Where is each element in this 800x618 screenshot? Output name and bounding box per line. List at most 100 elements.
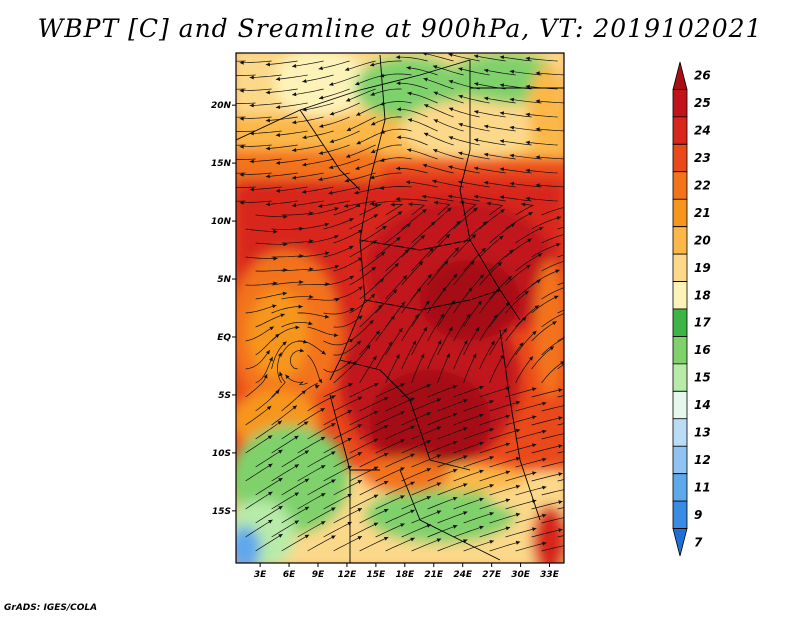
streamline: [473, 195, 506, 202]
streamline: [379, 157, 412, 162]
streamline: [249, 102, 282, 106]
lat-tick-label: 15N: [211, 159, 232, 169]
streamline-arrow: [595, 209, 599, 213]
streamline-arrow: [380, 251, 386, 256]
streamline: [541, 517, 564, 524]
streamline-arrow: [532, 330, 537, 336]
streamline-arrow: [432, 65, 438, 69]
streamline: [323, 360, 352, 373]
streamline-arrow: [356, 340, 361, 345]
streamline-arrow: [542, 457, 547, 462]
streamline-arrow: [509, 97, 515, 102]
streamline-arrow: [383, 453, 389, 457]
streamline-arrow: [448, 326, 453, 332]
streamline-arrow: [515, 428, 521, 433]
streamline-arrow: [585, 529, 589, 533]
streamline-arrow: [266, 405, 272, 410]
streamline: [385, 537, 415, 552]
streamline: [297, 223, 330, 230]
streamline: [557, 507, 564, 510]
streamline-arrow: [355, 166, 360, 170]
streamline-arrow: [278, 478, 283, 482]
streamline-arrow: [406, 223, 411, 228]
streamline: [515, 514, 547, 524]
streamline-arrow: [408, 202, 413, 207]
streamline: [479, 340, 495, 370]
streamline-arrow: [505, 526, 511, 531]
streamline-arrow: [558, 416, 563, 421]
streamline-arrow: [347, 410, 352, 414]
streamline: [277, 352, 282, 384]
streamline-arrow: [499, 195, 505, 200]
streamline: [307, 354, 323, 384]
streamline: [271, 520, 300, 538]
streamline-arrow: [344, 178, 350, 183]
streamline-arrow: [471, 234, 477, 239]
streamline-arrow: [324, 314, 330, 319]
streamline: [448, 53, 480, 62]
streamline-arrow: [552, 321, 557, 326]
streamline-arrow: [249, 159, 254, 164]
streamline-arrow: [414, 314, 419, 319]
streamline: [281, 296, 314, 300]
streamline-arrow: [474, 138, 479, 143]
streamline-arrow: [357, 396, 363, 401]
streamline-arrow: [329, 82, 334, 86]
streamline-arrow: [422, 194, 427, 199]
streamline: [239, 60, 272, 64]
streamline-arrow: [446, 353, 450, 358]
streamline: [236, 60, 246, 62]
streamline: [489, 513, 521, 524]
streamline-arrow: [331, 535, 336, 540]
streamline-arrow: [265, 202, 270, 207]
streamline-arrow: [400, 467, 405, 472]
streamline-arrow: [525, 168, 530, 173]
streamline-arrow: [554, 295, 559, 300]
streamline-arrow: [429, 247, 434, 252]
streamline-arrow: [302, 135, 307, 140]
streamline: [323, 493, 352, 510]
streamline: [489, 327, 508, 356]
streamline-arrow: [447, 207, 452, 212]
map-title: WBPT [C] and Sreamline at 900hPa, VT: 20…: [37, 14, 763, 43]
streamline: [385, 509, 415, 524]
streamline-arrow: [239, 144, 244, 149]
streamline: [458, 152, 490, 160]
lon-tick-label: 9E: [312, 570, 325, 580]
streamline: [344, 200, 376, 207]
streamline: [463, 353, 477, 384]
streamline: [407, 118, 438, 132]
longitude-axis: 3E 6E 9E 12E 15E 18E 21E 24E 27E 30E 33E: [254, 563, 560, 580]
streamline-arrow: [321, 350, 326, 355]
streamline-arrow: [356, 112, 361, 116]
streamline-arrow: [426, 440, 431, 444]
streamline-arrow: [594, 345, 598, 349]
streamline-arrow: [549, 346, 554, 351]
streamline: [375, 523, 405, 538]
streamline: [271, 435, 299, 454]
streamline: [329, 74, 360, 86]
streamline: [453, 469, 484, 482]
streamline-arrow: [585, 248, 589, 252]
streamline: [437, 247, 460, 272]
streamline: [525, 197, 558, 202]
streamline-arrow: [384, 397, 389, 401]
streamline: [385, 327, 403, 356]
streamline: [385, 204, 404, 216]
streamline-arrow: [524, 290, 529, 295]
streamline: [432, 65, 464, 76]
colorbar-label: 12: [694, 453, 711, 467]
streamline: [239, 172, 272, 176]
streamline-arrow: [484, 68, 489, 73]
streamline-arrow: [375, 330, 380, 335]
streamline-arrow: [448, 194, 453, 199]
streamline: [557, 309, 564, 314]
streamline-arrow: [239, 116, 244, 121]
streamline: [245, 349, 271, 370]
streamline-arrow: [532, 443, 537, 448]
streamline-arrow: [346, 127, 352, 131]
streamline: [401, 440, 432, 454]
streamline-arrow: [422, 209, 427, 214]
streamline: [411, 273, 432, 300]
streamline-arrow: [268, 463, 273, 468]
